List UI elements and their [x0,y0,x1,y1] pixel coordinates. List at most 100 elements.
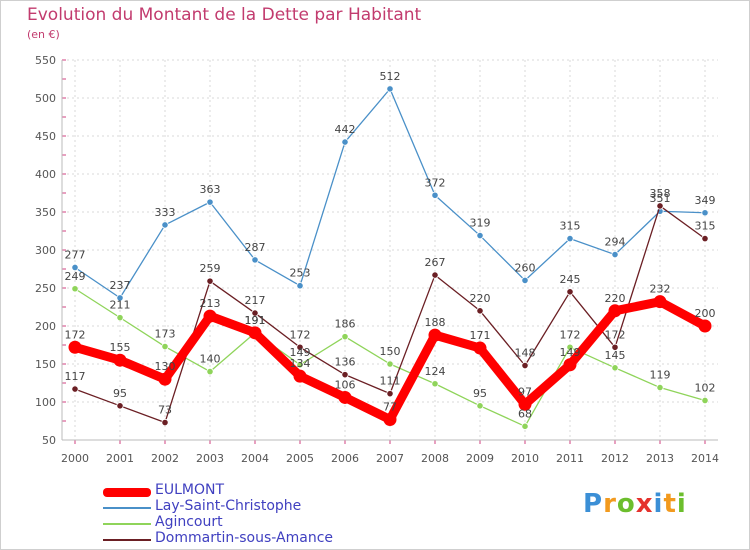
chart-title: Evolution du Montant de la Dette par Hab… [27,5,422,25]
legend-label: Lay-Saint-Christophe [155,498,302,514]
x-tick-label: 2010 [511,452,539,465]
data-point-lay-saint-christophe [251,256,259,264]
legend-label: EULMONT [155,482,225,498]
data-label-dommartin-sous-amance: 358 [650,187,671,200]
data-label-lay-saint-christophe: 260 [515,261,536,274]
data-label-lay-saint-christophe: 315 [560,220,581,233]
data-point-dommartin-sous-amance [386,390,394,398]
x-tick-label: 2005 [286,452,314,465]
data-label-agincourt: 173 [155,328,176,341]
data-label-lay-saint-christophe: 512 [380,70,401,83]
data-label-eulmont: 188 [425,316,446,329]
data-point-dommartin-sous-amance [161,418,169,427]
data-label-eulmont: 213 [200,297,221,310]
data-point-eulmont [473,341,487,355]
data-label-lay-saint-christophe: 351 [650,192,671,205]
legend-swatch [103,523,151,525]
data-label-eulmont: 220 [605,292,626,305]
data-label-dommartin-sous-amance: 136 [335,356,356,369]
data-label-agincourt: 172 [560,328,581,341]
data-label-lay-saint-christophe: 442 [335,123,356,136]
data-label-dommartin-sous-amance: 73 [158,404,172,417]
data-label-eulmont: 106 [335,378,356,391]
x-tick-label: 2007 [376,452,404,465]
legend-label: Dommartin-sous-Amance [155,530,334,546]
data-label-dommartin-sous-amance: 148 [515,347,536,360]
x-tick-label: 2004 [241,452,269,465]
data-point-eulmont [653,295,667,309]
data-point-lay-saint-christophe [341,138,349,146]
brand-logo: Proxiti [583,489,687,519]
data-label-agincourt: 119 [650,369,671,382]
x-tick-label: 2011 [556,452,584,465]
data-label-eulmont: 172 [65,328,86,341]
data-point-eulmont [338,390,352,404]
data-label-agincourt: 249 [65,270,86,283]
data-point-agincourt [206,367,214,376]
data-point-lay-saint-christophe [296,282,304,290]
data-point-agincourt [296,361,304,369]
data-point-agincourt [476,402,484,410]
data-label-eulmont: 171 [470,329,491,342]
data-point-eulmont [158,372,172,386]
y-tick-label: 500 [35,92,56,105]
data-point-lay-saint-christophe [206,198,214,206]
data-point-agincourt [116,314,124,322]
brand-letter: P [583,489,604,519]
data-point-dommartin-sous-amance [206,277,214,285]
y-tick-label: 200 [35,320,56,333]
data-label-eulmont: 155 [110,341,131,354]
data-label-dommartin-sous-amance: 217 [245,294,266,307]
data-point-agincourt [431,380,439,388]
data-label-dommartin-sous-amance: 267 [425,256,446,269]
data-point-agincourt [71,285,79,293]
data-label-eulmont: 191 [245,314,266,327]
data-point-lay-saint-christophe [386,85,394,93]
series-eulmont [68,295,712,426]
data-label-agincourt: 68 [518,407,532,420]
data-point-lay-saint-christophe [611,250,619,259]
y-tick-label: 350 [35,206,56,219]
data-label-dommartin-sous-amance: 259 [200,262,221,275]
legend-swatch [103,507,151,509]
data-point-agincourt [656,383,664,392]
data-label-dommartin-sous-amance: 117 [65,370,86,383]
data-label-lay-saint-christophe: 319 [470,217,491,230]
data-label-agincourt: 145 [605,349,626,362]
data-point-dommartin-sous-amance [611,343,619,351]
y-tick-label: 250 [35,282,56,295]
data-point-agincourt [566,343,574,351]
data-point-agincourt [341,333,349,341]
x-tick-label: 2001 [106,452,134,465]
data-point-lay-saint-christophe [116,294,124,302]
legend-swatch [103,487,151,497]
data-label-dommartin-sous-amance: 220 [470,292,491,305]
data-label-agincourt: 211 [110,299,131,312]
data-label-eulmont: 77 [383,400,397,413]
data-point-eulmont [698,319,712,333]
x-tick-label: 2009 [466,452,494,465]
data-label-agincourt: 102 [695,381,716,394]
x-tick-label: 2014 [691,452,719,465]
x-tick-label: 2006 [331,452,359,465]
y-tick-label: 150 [35,358,56,371]
x-tick-label: 2008 [421,452,449,465]
legend-label: Agincourt [155,514,223,530]
data-label-dommartin-sous-amance: 172 [290,328,311,341]
data-point-lay-saint-christophe [71,263,79,272]
data-point-eulmont [203,309,217,323]
data-label-dommartin-sous-amance: 172 [605,328,626,341]
data-label-lay-saint-christophe: 237 [110,279,131,292]
brand-letter: r [603,489,617,519]
y-tick-label: 50 [42,434,56,447]
data-label-dommartin-sous-amance: 245 [560,273,581,286]
data-label-eulmont: 232 [650,283,671,296]
data-label-agincourt: 149 [290,346,311,359]
data-point-agincourt [611,364,619,372]
y-tick-label: 300 [35,244,56,257]
brand-letter: i [653,489,664,519]
data-point-lay-saint-christophe [476,231,484,240]
data-point-eulmont [608,304,622,318]
y-tick-label: 450 [35,130,56,143]
